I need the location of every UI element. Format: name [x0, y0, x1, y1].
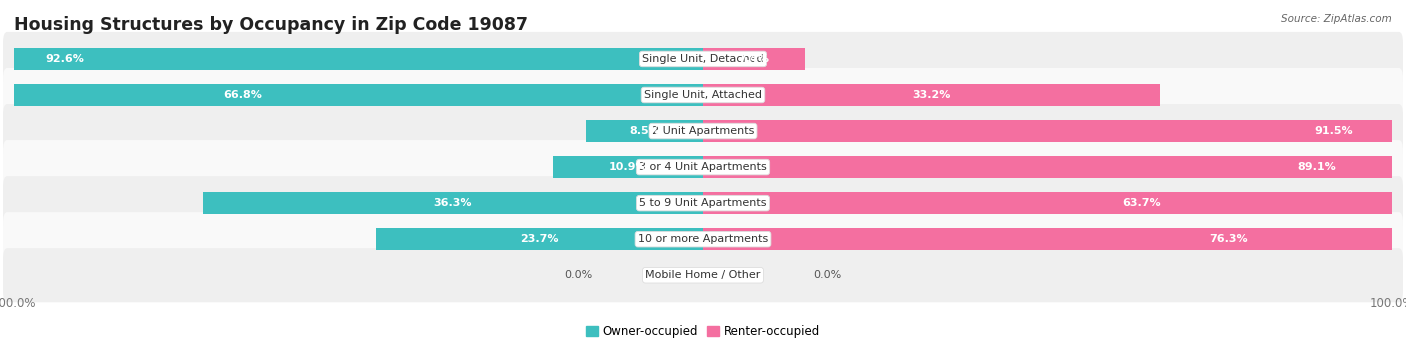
- FancyBboxPatch shape: [3, 32, 1403, 86]
- Text: 7.4%: 7.4%: [738, 54, 769, 64]
- Text: 91.5%: 91.5%: [1315, 126, 1353, 136]
- FancyBboxPatch shape: [3, 68, 1403, 122]
- Legend: Owner-occupied, Renter-occupied: Owner-occupied, Renter-occupied: [581, 321, 825, 341]
- Text: 36.3%: 36.3%: [433, 198, 472, 208]
- Text: 76.3%: 76.3%: [1209, 234, 1249, 244]
- Bar: [202, 192, 703, 214]
- Bar: [703, 48, 806, 70]
- Text: 89.1%: 89.1%: [1298, 162, 1336, 172]
- Text: 33.2%: 33.2%: [912, 90, 950, 100]
- Text: 23.7%: 23.7%: [520, 234, 560, 244]
- Text: 10.9%: 10.9%: [609, 162, 647, 172]
- Text: 63.7%: 63.7%: [1122, 198, 1161, 208]
- FancyBboxPatch shape: [3, 212, 1403, 266]
- Text: Single Unit, Detached: Single Unit, Detached: [643, 54, 763, 64]
- Bar: [0, 84, 703, 106]
- Text: 8.5%: 8.5%: [628, 126, 659, 136]
- Text: 0.0%: 0.0%: [565, 270, 593, 280]
- Bar: [0, 48, 703, 70]
- Text: Single Unit, Attached: Single Unit, Attached: [644, 90, 762, 100]
- Bar: [703, 156, 1406, 178]
- FancyBboxPatch shape: [3, 104, 1403, 158]
- Bar: [377, 228, 703, 250]
- FancyBboxPatch shape: [3, 176, 1403, 230]
- Text: Housing Structures by Occupancy in Zip Code 19087: Housing Structures by Occupancy in Zip C…: [14, 16, 529, 34]
- Text: 92.6%: 92.6%: [45, 54, 84, 64]
- Text: Source: ZipAtlas.com: Source: ZipAtlas.com: [1281, 14, 1392, 24]
- Bar: [703, 84, 1160, 106]
- Text: 5 to 9 Unit Apartments: 5 to 9 Unit Apartments: [640, 198, 766, 208]
- FancyBboxPatch shape: [3, 140, 1403, 194]
- Bar: [703, 120, 1406, 142]
- Text: Mobile Home / Other: Mobile Home / Other: [645, 270, 761, 280]
- Text: 0.0%: 0.0%: [813, 270, 841, 280]
- Text: 2 Unit Apartments: 2 Unit Apartments: [652, 126, 754, 136]
- Bar: [553, 156, 703, 178]
- Bar: [586, 120, 703, 142]
- Text: 10 or more Apartments: 10 or more Apartments: [638, 234, 768, 244]
- Bar: [703, 192, 1406, 214]
- Bar: [703, 228, 1406, 250]
- FancyBboxPatch shape: [3, 248, 1403, 302]
- Text: 3 or 4 Unit Apartments: 3 or 4 Unit Apartments: [640, 162, 766, 172]
- Text: 66.8%: 66.8%: [224, 90, 263, 100]
